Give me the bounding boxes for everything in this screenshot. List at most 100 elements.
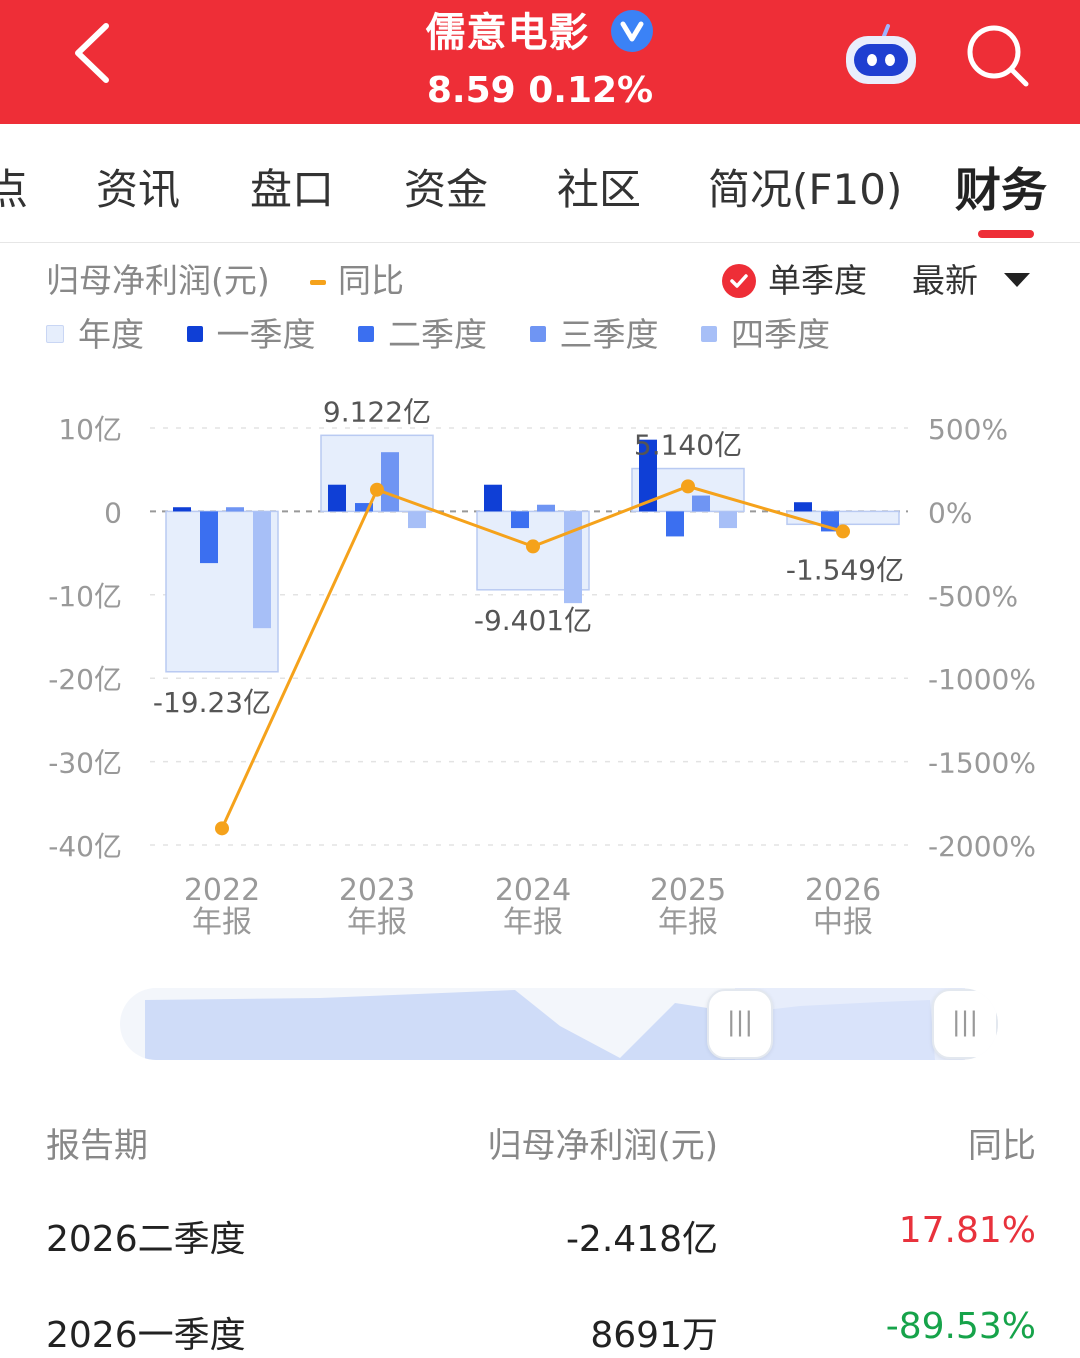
checked-icon <box>722 263 756 298</box>
quarter-bar <box>381 452 399 512</box>
tab-capital[interactable]: 资金 <box>404 165 489 214</box>
top-header: 儒意电影 8.59 0.12% <box>0 0 1080 124</box>
x-axis-label: 中报 <box>813 905 873 940</box>
annual-value-label: 5.140亿 <box>634 429 742 462</box>
quarter-bar <box>226 507 244 512</box>
quarter-bar <box>355 503 373 512</box>
x-axis-label: 2022 <box>184 873 260 908</box>
table-row-2-yoy: -89.53% <box>885 1306 1036 1347</box>
back-arrow-icon[interactable] <box>62 18 132 88</box>
profit-chart[interactable]: 10亿 500% 0 0% -10亿 -500% -20亿 -1000% -30亿 -1500% -… <box>0 370 1080 970</box>
yoy-point <box>215 821 229 836</box>
right-axis-tick: -1000% <box>928 663 1036 696</box>
x-axis-label: 年报 <box>503 905 563 940</box>
x-axis-label: 2026 <box>805 873 881 908</box>
table-row-1-yoy: 17.81% <box>898 1210 1036 1251</box>
left-axis-tick: 10亿 <box>58 413 122 446</box>
quarter-bar <box>639 439 657 512</box>
yoy-line-swatch <box>310 280 326 285</box>
right-axis-tick: 500% <box>928 413 1008 446</box>
legend-swatch-annual <box>46 324 64 343</box>
table-header-profit: 归母净利润(元) <box>487 1126 718 1166</box>
yoy-label: 同比 <box>338 261 404 300</box>
quarter-bar <box>794 502 812 512</box>
tab-profile-f10[interactable]: 简况(F10) <box>708 165 903 214</box>
right-axis-tick: -1500% <box>928 747 1036 780</box>
annual-bar <box>786 510 900 526</box>
yoy-point <box>370 482 384 497</box>
verified-icon <box>611 10 654 52</box>
x-axis-label: 年报 <box>658 905 718 940</box>
quarter-bar <box>253 511 271 629</box>
legend-item-q3[interactable]: 三季度 <box>529 308 659 356</box>
annual-value-label: -19.23亿 <box>153 686 271 719</box>
chart-legend: 年度 一季度 二季度 三季度 四季度 <box>46 308 862 356</box>
stock-quote: 8.59 0.12% <box>426 70 654 111</box>
x-axis-label: 2025 <box>650 873 726 908</box>
latest-dropdown[interactable]: 最新 <box>912 254 1030 302</box>
legend-item-q4[interactable]: 四季度 <box>701 308 830 356</box>
quarter-bar <box>692 495 710 512</box>
quarter-bar <box>173 507 191 512</box>
legend-item-q1[interactable]: 一季度 <box>186 308 316 356</box>
right-axis-tick: 0% <box>928 496 972 529</box>
caret-down-icon <box>1004 272 1030 287</box>
tab-finance[interactable]: 财务 <box>955 163 1047 217</box>
active-tab-indicator <box>978 230 1034 238</box>
search-icon[interactable] <box>962 20 1032 90</box>
tab-quote-board[interactable]: 盘口 <box>250 165 335 214</box>
range-slider[interactable]: ||| ||| <box>120 988 998 1060</box>
robot-assistant-icon[interactable] <box>840 22 922 88</box>
quarter-bar <box>564 511 582 604</box>
stock-name-row: 儒意电影 <box>0 0 1080 58</box>
quarter-bar <box>408 511 426 529</box>
left-axis-tick: -40亿 <box>48 830 122 863</box>
slider-overview-area <box>145 988 965 1060</box>
single-quarter-label: 单季度 <box>768 261 867 300</box>
metric-label[interactable]: 归母净利润(元) <box>46 261 270 300</box>
left-axis-tick: -10亿 <box>48 580 122 613</box>
quarter-bar <box>537 504 555 512</box>
quarter-bar <box>719 511 737 529</box>
right-axis-tick: -2000% <box>928 830 1036 863</box>
x-axis-label: 2023 <box>339 873 415 908</box>
slider-left-handle[interactable]: ||| <box>707 989 773 1059</box>
annual-value-label: -9.401亿 <box>474 604 592 637</box>
table-header-period: 报告期 <box>46 1126 148 1166</box>
yoy-legend: 同比 <box>310 254 404 302</box>
x-axis-label: 2024 <box>495 873 571 908</box>
legend-item-q2[interactable]: 二季度 <box>358 308 487 356</box>
quarter-bar <box>328 484 346 512</box>
x-axis-label: 年报 <box>347 905 407 940</box>
yoy-point <box>836 524 850 539</box>
table-header-yoy: 同比 <box>968 1126 1036 1166</box>
legend-swatch-q3 <box>529 325 546 342</box>
table-row-1-value: -2.418亿 <box>565 1219 718 1260</box>
x-axis-label: 年报 <box>192 905 252 940</box>
table-row-2-value: 8691万 <box>590 1315 718 1356</box>
single-quarter-toggle[interactable]: 单季度 <box>722 254 867 302</box>
quarter-bar <box>200 511 218 564</box>
quarter-bar <box>484 484 502 512</box>
slider-right-handle[interactable]: ||| <box>932 989 998 1059</box>
table-row-2-period[interactable]: 2026一季度 <box>46 1315 246 1356</box>
tab-news[interactable]: 资讯 <box>96 165 181 214</box>
legend-swatch-q4 <box>701 325 717 342</box>
quarter-bar <box>511 511 529 529</box>
tab-dian[interactable]: 点 <box>0 165 29 214</box>
yoy-point <box>681 479 695 494</box>
legend-swatch-q1 <box>186 325 203 342</box>
quarter-bar <box>666 511 684 537</box>
stock-name: 儒意电影 <box>425 10 590 56</box>
left-axis-tick: 0 <box>104 496 122 529</box>
legend-swatch-q2 <box>358 325 374 342</box>
annual-value-label: 9.122亿 <box>323 395 431 428</box>
left-axis-tick: -20亿 <box>48 663 122 696</box>
tab-community[interactable]: 社区 <box>557 165 642 214</box>
yoy-point <box>526 539 540 554</box>
table-row-1-period[interactable]: 2026二季度 <box>46 1219 246 1260</box>
latest-label: 最新 <box>912 261 978 300</box>
left-axis-tick: -30亿 <box>48 747 122 780</box>
legend-item-annual[interactable]: 年度 <box>46 308 144 356</box>
right-axis-tick: -500% <box>928 580 1018 613</box>
